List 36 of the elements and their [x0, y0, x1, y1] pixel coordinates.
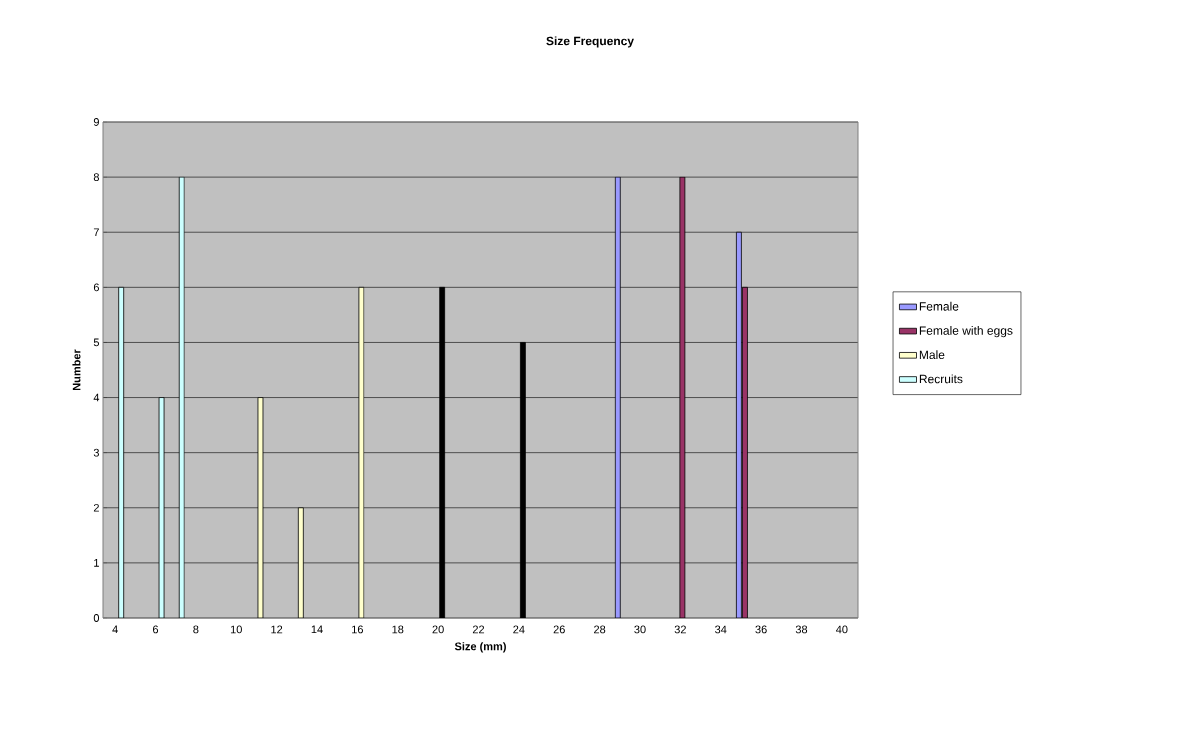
x-tick-label: 40 — [835, 625, 848, 634]
x-tick-label: 18 — [392, 625, 404, 634]
legend-label: Recruits — [919, 374, 963, 384]
x-tick-label: 16 — [352, 625, 363, 634]
y-tick-label: 6 — [93, 283, 99, 292]
x-tick-label: 8 — [193, 625, 199, 634]
x-tick-label: 30 — [634, 625, 646, 634]
x-tick-label: 14 — [311, 625, 323, 634]
y-tick-label: 1 — [94, 559, 99, 567]
x-axis-title: Size (mm) — [454, 642, 506, 653]
y-tick-label: 2 — [93, 503, 99, 512]
x-tick-label: 26 — [553, 625, 565, 634]
y-axis-title: Number — [72, 349, 81, 391]
x-tick-label: 10 — [230, 625, 242, 634]
y-tick-label: 3 — [93, 448, 99, 457]
x-tick-label: 24 — [513, 625, 525, 634]
y-tick-label: 9 — [93, 118, 99, 126]
legend-label: Female — [919, 301, 959, 311]
y-tick-label: 8 — [93, 173, 99, 182]
legend-label: Male — [919, 350, 945, 360]
x-tick-label: 22 — [472, 625, 485, 634]
x-tick-label: 12 — [271, 625, 283, 634]
legend-label: Female with eggs — [919, 326, 1013, 338]
x-tick-label: 32 — [674, 625, 686, 634]
y-tick-label: 4 — [93, 393, 100, 402]
y-tick-label: 7 — [93, 228, 99, 237]
y-tick-label: 0 — [93, 614, 100, 622]
x-tick-label: 20 — [432, 625, 444, 634]
chart-title: Size Frequency — [546, 36, 634, 48]
x-tick-label: 36 — [755, 625, 767, 634]
x-tick-label: 6 — [153, 625, 159, 634]
y-tick-label: 5 — [93, 338, 100, 347]
x-tick-label: 28 — [594, 625, 606, 634]
x-tick-label: 4 — [112, 625, 118, 634]
x-tick-label: 38 — [795, 625, 808, 634]
x-tick-label: 34 — [715, 625, 727, 634]
